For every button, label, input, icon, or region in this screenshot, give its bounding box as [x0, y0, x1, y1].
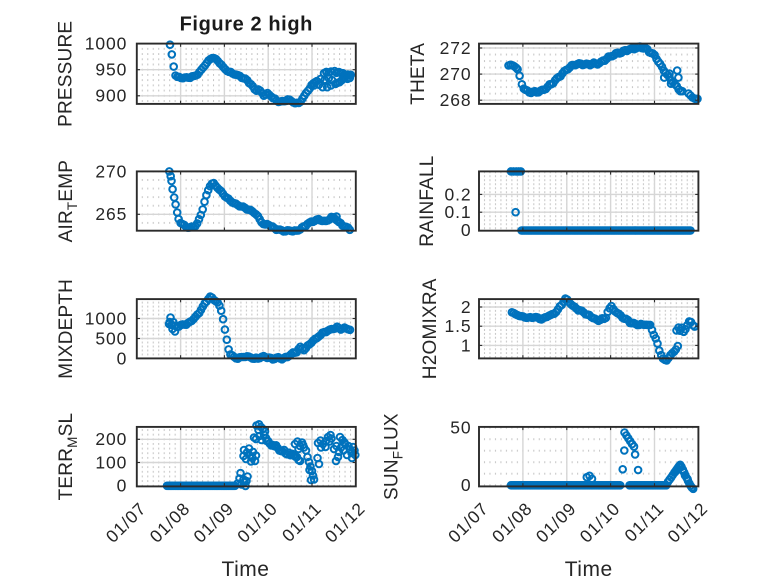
svg-text:H2OMIXRA: H2OMIXRA: [420, 278, 441, 379]
svg-text:0: 0: [117, 348, 128, 368]
svg-text:1000: 1000: [85, 308, 128, 328]
svg-text:MIXDEPTH: MIXDEPTH: [56, 279, 77, 379]
svg-text:270: 270: [440, 64, 472, 84]
svg-text:TERRMSL: TERRMSL: [56, 413, 80, 501]
svg-text:Figure 2 high: Figure 2 high: [180, 13, 313, 35]
svg-text:SUNFLUX: SUNFLUX: [382, 413, 406, 500]
svg-text:100: 100: [95, 452, 127, 472]
svg-text:2: 2: [461, 297, 472, 317]
svg-text:1000: 1000: [85, 34, 128, 54]
svg-text:0: 0: [461, 475, 472, 495]
svg-text:50: 50: [450, 418, 471, 438]
svg-text:900: 900: [95, 86, 127, 106]
svg-text:0: 0: [117, 476, 128, 496]
svg-text:0.2: 0.2: [444, 184, 471, 204]
svg-text:272: 272: [440, 38, 472, 58]
svg-text:RAINFALL: RAINFALL: [417, 155, 438, 246]
svg-text:1: 1: [461, 335, 472, 355]
svg-text:1.5: 1.5: [444, 316, 471, 336]
svg-text:AIRTEMP: AIRTEMP: [56, 160, 80, 243]
svg-text:Time: Time: [222, 558, 270, 581]
svg-text:Time: Time: [565, 558, 613, 581]
svg-text:268: 268: [440, 90, 472, 110]
svg-text:265: 265: [95, 204, 127, 224]
svg-text:270: 270: [95, 161, 127, 181]
svg-text:500: 500: [95, 328, 127, 348]
svg-text:200: 200: [95, 429, 127, 449]
svg-text:THETA: THETA: [408, 43, 429, 105]
svg-text:0: 0: [461, 220, 472, 240]
svg-text:PRESSURE: PRESSURE: [56, 21, 77, 127]
svg-text:950: 950: [95, 60, 127, 80]
svg-text:0.1: 0.1: [444, 202, 471, 222]
